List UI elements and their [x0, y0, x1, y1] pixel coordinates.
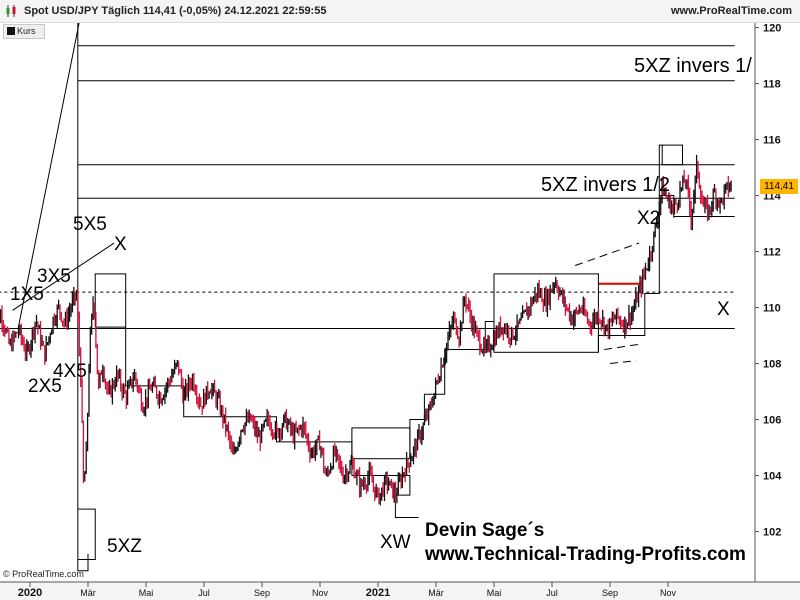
x-tick-label: 2020 [18, 587, 42, 599]
structure-box [661, 144, 684, 166]
x-tick-label: Jul [198, 588, 210, 598]
label-2x5: 2X5 [28, 376, 62, 397]
y-tick-label: 102 [763, 527, 781, 539]
y-tick-label: 118 [763, 79, 781, 91]
label-x-right: X [717, 299, 730, 320]
label-x-top: X [114, 234, 127, 255]
trend-line [12, 242, 115, 311]
label-5x5: 5X5 [73, 214, 107, 235]
plot-background [0, 22, 800, 582]
y-tick-label: 104 [763, 471, 782, 483]
label-5xz-invers-top: 5XZ invers 1/ [634, 56, 752, 76]
x-tick-label: Jul [546, 588, 558, 598]
x-tick-label: Nov [660, 588, 677, 598]
label-1x5: 1X5 [10, 284, 44, 305]
trend-line [17, 21, 80, 328]
copyright: © ProRealTime.com [3, 569, 84, 579]
site-link[interactable]: www.ProRealTime.com [670, 5, 792, 17]
x-tick-label: Sep [602, 588, 618, 598]
x-tick-label: Nov [312, 588, 329, 598]
legend-swatch [7, 27, 15, 35]
y-tick-label: 110 [763, 303, 781, 315]
x-tick-label: 2021 [366, 587, 390, 599]
label-3x5: 3X5 [37, 266, 71, 287]
dashed-segment [604, 343, 642, 350]
label-x2: X2 [637, 208, 661, 229]
y-tick-label: 120 [763, 23, 781, 35]
structure-box [77, 508, 96, 561]
y-tick-label: 108 [763, 359, 781, 371]
step-line [597, 195, 675, 353]
y-tick-label: 106 [763, 415, 781, 427]
label-5xz-invers-half: 5XZ invers 1/2 [541, 174, 670, 196]
chart-title: Spot USD/JPY Täglich 114,41 (-0,05%) 24.… [24, 5, 327, 17]
x-tick-label: Mär [428, 588, 444, 598]
structure-box [94, 273, 127, 328]
legend-label: Kurs [17, 26, 36, 36]
x-axis-band [0, 582, 800, 600]
y-tick-label: 112 [763, 247, 781, 259]
y-tick-label: 116 [763, 135, 781, 147]
series-legend[interactable]: Kurs [3, 24, 45, 39]
x-tick-label: Mai [139, 588, 154, 598]
label-4x5: 4X5 [53, 361, 87, 382]
watermark-url: www.Technical-Trading-Profits.com [425, 544, 746, 565]
dashed-segment [609, 360, 637, 364]
chart-header: Spot USD/JPY Täglich 114,41 (-0,05%) 24.… [0, 0, 800, 23]
x-tick-label: Mai [487, 588, 502, 598]
watermark-author: Devin Sage´s [425, 520, 545, 541]
dashed-segment [575, 242, 640, 266]
label-xw: XW [380, 532, 411, 553]
step-line [409, 321, 494, 459]
step-line [658, 144, 663, 196]
step-line [77, 553, 89, 572]
x-tick-label: Sep [254, 588, 270, 598]
x-tick-label: Mär [80, 588, 96, 598]
candlestick-chart-icon [6, 5, 16, 17]
label-5xz-bottom: 5XZ [107, 536, 142, 557]
last-price-tag: 114,41 [760, 179, 798, 194]
